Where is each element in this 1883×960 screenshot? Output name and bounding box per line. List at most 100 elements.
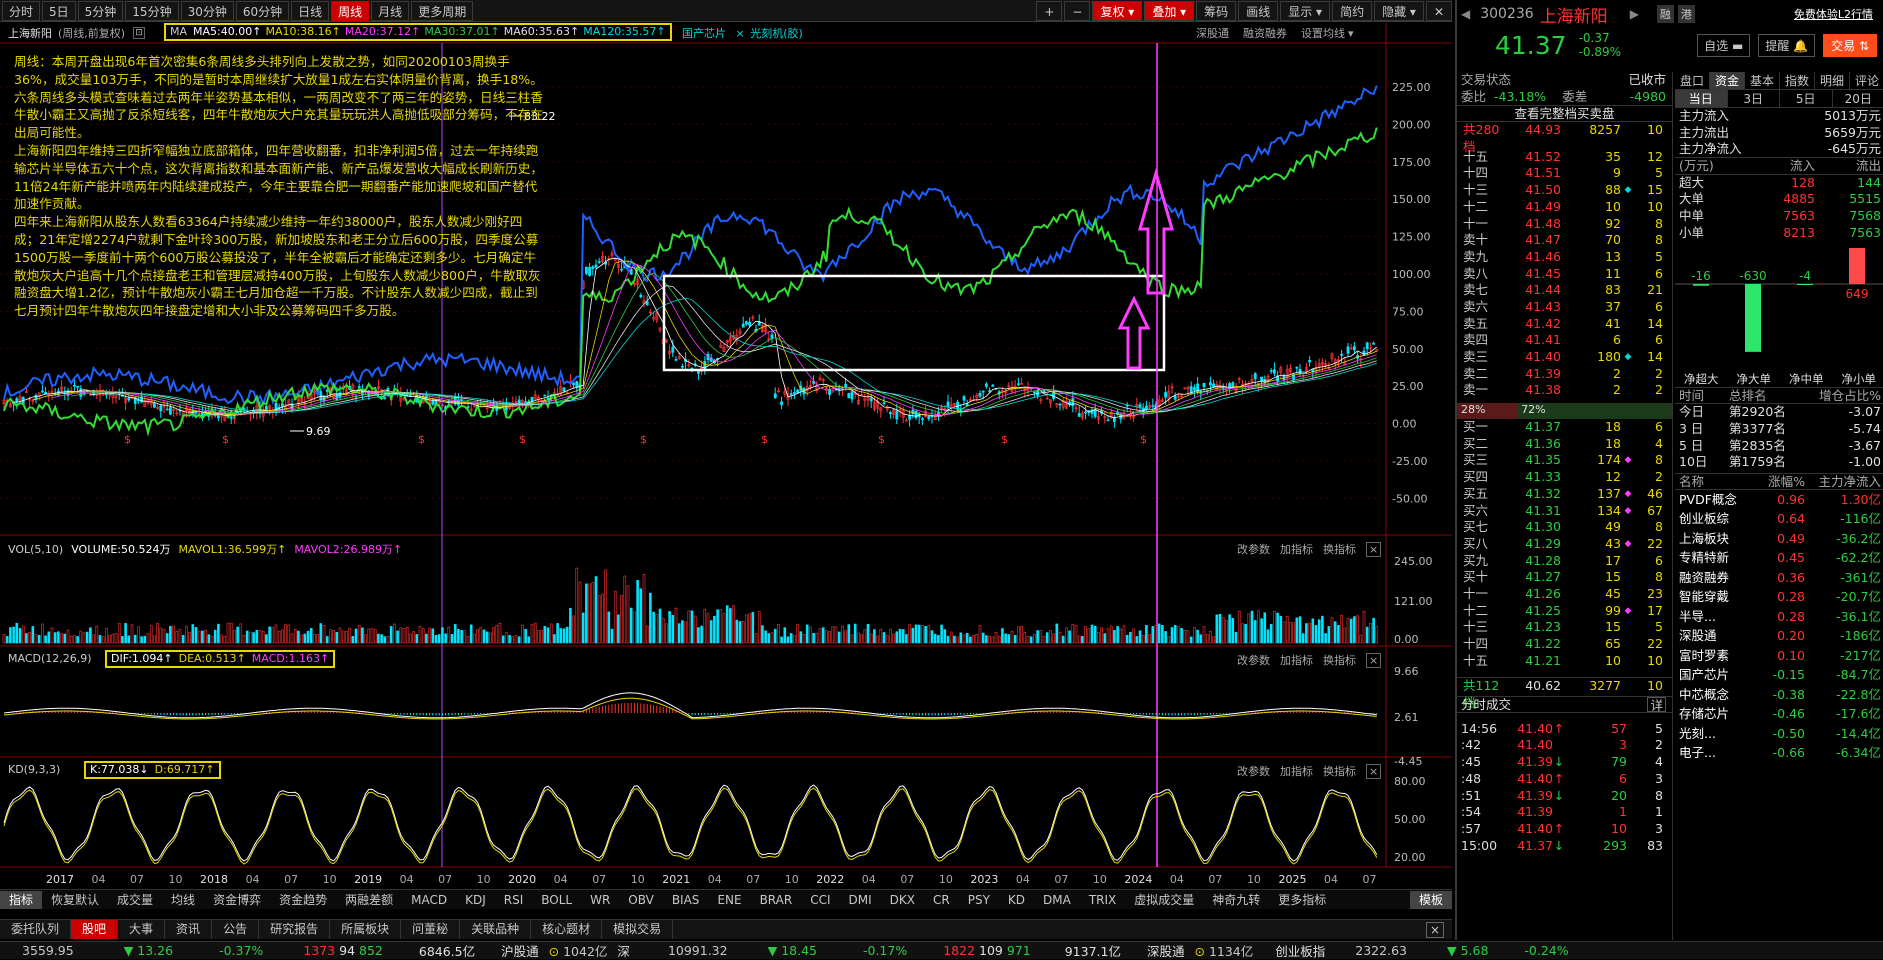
macd-edit-params[interactable]: 改参数: [1237, 652, 1270, 668]
indicator-tab-9[interactable]: RSI: [495, 891, 533, 909]
funds-tab-0[interactable]: 盘口: [1675, 72, 1710, 89]
tool-6-button[interactable]: 隐藏 ▾: [1374, 1, 1424, 21]
close-icon[interactable]: ✕: [1426, 1, 1452, 21]
trade-button[interactable]: 交易 ⇅: [1823, 34, 1877, 57]
indicator-tab-25[interactable]: 神奇九转: [1203, 891, 1269, 909]
indicator-tab-15[interactable]: BRAR: [751, 891, 802, 909]
period-0-button[interactable]: 分时: [2, 1, 40, 21]
period-8-button[interactable]: 月线: [371, 1, 409, 21]
bottom-tab-6[interactable]: 所属板块: [330, 920, 401, 939]
vol-add-indicator[interactable]: 加指标: [1280, 541, 1313, 557]
sector-row[interactable]: 中芯概念-0.38-22.8亿: [1675, 685, 1883, 705]
indicator-tab-12[interactable]: OBV: [619, 891, 663, 909]
indicator-tab-27[interactable]: 模板: [1410, 891, 1452, 909]
bottom-tab-5[interactable]: 研究报告: [259, 920, 330, 939]
period-4-button[interactable]: 30分钟: [181, 1, 234, 21]
bottom-tab-0[interactable]: 委托队列: [0, 920, 71, 939]
tool-5-button[interactable]: 简约: [1332, 1, 1372, 21]
close-icon[interactable]: ×: [1366, 653, 1381, 668]
funds-tab-3[interactable]: 指数: [1780, 72, 1815, 89]
indicator-tab-4[interactable]: 资金博弈: [204, 891, 270, 909]
indicator-tab-18[interactable]: DKX: [881, 891, 924, 909]
period-1-button[interactable]: 5日: [42, 1, 76, 21]
period-3-button[interactable]: 15分钟: [125, 1, 178, 21]
indicator-tab-24[interactable]: 虚拟成交量: [1125, 891, 1203, 909]
sector-row[interactable]: 国产芯片-0.15-84.7亿: [1675, 665, 1883, 685]
bottom-tab-2[interactable]: 大事: [118, 920, 165, 939]
funds-subtab-2[interactable]: 5日: [1780, 90, 1833, 107]
funds-subtab-0[interactable]: 当日: [1675, 90, 1728, 107]
sector-row[interactable]: 电子...-0.66-6.34亿: [1675, 743, 1883, 763]
indicator-tab-19[interactable]: CR: [924, 891, 959, 909]
link-set-ma[interactable]: 设置均线: [1301, 25, 1345, 41]
chevron-down-icon[interactable]: ▾: [1348, 27, 1354, 40]
bottom-tab-9[interactable]: 核心题材: [531, 920, 602, 939]
indicator-tab-7[interactable]: MACD: [402, 891, 456, 909]
tag-chip[interactable]: 国产芯片: [682, 27, 726, 40]
kd-add-indicator[interactable]: 加指标: [1280, 763, 1313, 779]
legend-settings-icon[interactable]: ⊡: [133, 27, 145, 39]
sector-row[interactable]: 光刻...-0.50-14.4亿: [1675, 724, 1883, 744]
close-icon[interactable]: ×: [1366, 764, 1381, 779]
indicator-tab-8[interactable]: KDJ: [456, 891, 495, 909]
indicator-tab-2[interactable]: 成交量: [108, 891, 162, 909]
alert-button[interactable]: 提醒 🔔: [1758, 34, 1815, 57]
next-stock-icon[interactable]: ▶: [1630, 7, 1639, 21]
tool-0-button[interactable]: 复权 ▾: [1092, 1, 1142, 21]
indicator-tab-10[interactable]: BOLL: [532, 891, 581, 909]
funds-tab-4[interactable]: 明细: [1815, 72, 1850, 89]
indicator-tab-11[interactable]: WR: [581, 891, 619, 909]
macd-add-indicator[interactable]: 加指标: [1280, 652, 1313, 668]
watchlist-button[interactable]: 自选 ▬: [1697, 34, 1750, 57]
indicator-tab-23[interactable]: TRIX: [1080, 891, 1125, 909]
period-2-button[interactable]: 5分钟: [78, 1, 124, 21]
indicator-tab-0[interactable]: 指标: [0, 891, 42, 909]
zoom-out-icon[interactable]: −: [1064, 1, 1090, 21]
funds-subtab-1[interactable]: 3日: [1728, 90, 1781, 107]
macd-switch-indicator[interactable]: 换指标: [1323, 652, 1356, 668]
indicator-tab-21[interactable]: KD: [999, 891, 1034, 909]
close-icon[interactable]: ×: [1426, 922, 1444, 938]
kd-edit-params[interactable]: 改参数: [1237, 763, 1270, 779]
link-margin[interactable]: 融资融券: [1243, 25, 1287, 41]
ticks-detail-button[interactable]: 详: [1647, 697, 1666, 712]
bottom-tab-10[interactable]: 模拟交易: [602, 920, 673, 939]
prev-stock-icon[interactable]: ◀: [1461, 7, 1470, 21]
vol-switch-indicator[interactable]: 换指标: [1323, 541, 1356, 557]
indicator-tab-26[interactable]: 更多指标: [1269, 891, 1335, 909]
indicator-tab-17[interactable]: DMI: [840, 891, 881, 909]
period-6-button[interactable]: 日线: [291, 1, 329, 21]
bottom-tab-7[interactable]: 问董秘: [401, 920, 460, 939]
indicator-tab-3[interactable]: 均线: [162, 891, 204, 909]
bottom-tab-8[interactable]: 关联品种: [460, 920, 531, 939]
funds-tab-2[interactable]: 基本: [1745, 72, 1780, 89]
funds-tab-5[interactable]: 评论: [1850, 72, 1883, 89]
indicator-tab-14[interactable]: ENE: [708, 891, 750, 909]
bottom-tab-4[interactable]: 公告: [212, 920, 259, 939]
tool-4-button[interactable]: 显示 ▾: [1280, 1, 1330, 21]
indicator-tab-22[interactable]: DMA: [1034, 891, 1080, 909]
close-icon[interactable]: ×: [1366, 542, 1381, 557]
funds-subtab-3[interactable]: 20日: [1833, 90, 1883, 107]
indicator-tab-5[interactable]: 资金趋势: [270, 891, 336, 909]
bottom-tab-1[interactable]: 股吧: [71, 920, 118, 939]
bottom-tab-3[interactable]: 资讯: [165, 920, 212, 939]
period-9-button[interactable]: 更多周期: [411, 1, 473, 21]
funds-tab-1[interactable]: 资金: [1710, 72, 1745, 89]
view-all-depth-button[interactable]: 查看完整档买卖盘: [1514, 106, 1614, 121]
indicator-tab-13[interactable]: BIAS: [663, 891, 709, 909]
tool-1-button[interactable]: 叠加 ▾: [1144, 1, 1194, 21]
tool-3-button[interactable]: 画线: [1238, 1, 1278, 21]
l2-link[interactable]: 免费体验L2行情: [1794, 6, 1873, 22]
link-sgt[interactable]: 深股通: [1196, 25, 1229, 41]
zoom-in-icon[interactable]: +: [1036, 1, 1062, 21]
kd-switch-indicator[interactable]: 换指标: [1323, 763, 1356, 779]
